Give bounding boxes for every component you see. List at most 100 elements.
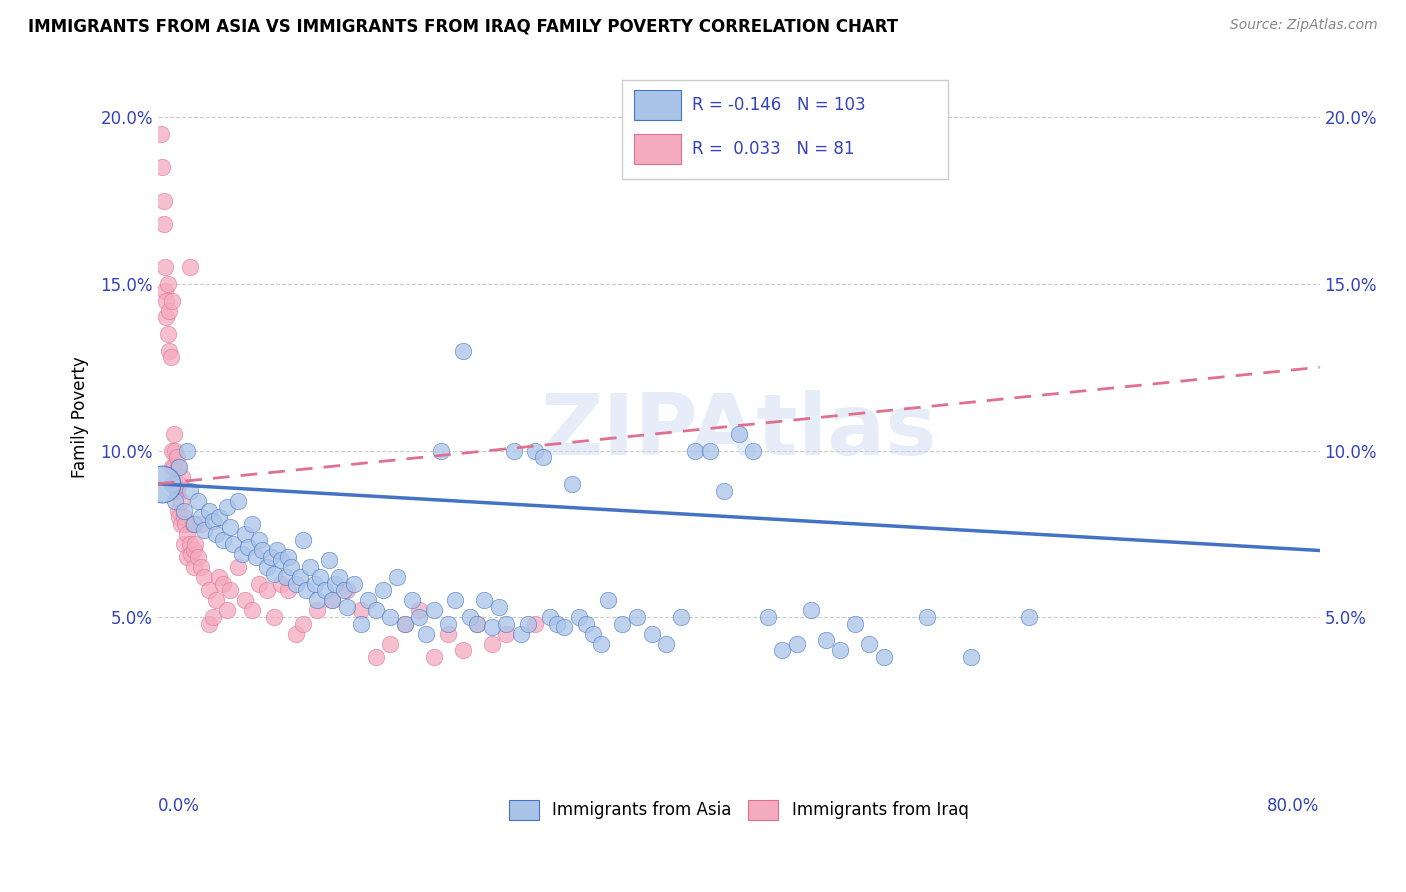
Point [149,127,172,141]
Text: ZIPAtlas: ZIPAtlas [540,391,936,474]
FancyBboxPatch shape [623,80,948,179]
Point [378,637,401,651]
Text: R = -0.146   N = 103: R = -0.146 N = 103 [692,96,866,114]
Point [394,616,416,631]
Point [170,493,193,508]
Point [165,493,187,508]
Point [458,610,481,624]
Point [183,543,205,558]
Point [152,194,174,208]
Point [263,610,285,624]
Point [162,460,184,475]
Point [163,460,186,475]
Point [546,616,568,631]
Point [415,627,437,641]
Point [858,637,880,651]
Point [756,610,779,624]
Point [291,616,314,631]
Point [561,476,583,491]
Point [162,443,184,458]
Point [844,616,866,631]
Point [626,610,648,624]
Point [260,550,283,565]
Text: R =  0.033   N = 81: R = 0.033 N = 81 [692,140,855,158]
Point [165,476,187,491]
Point [284,576,307,591]
Point [451,343,474,358]
Point [184,537,207,551]
Point [190,510,212,524]
Point [208,510,231,524]
Point [335,600,357,615]
Point [612,616,634,631]
Point [328,570,350,584]
Point [444,593,467,607]
Point [800,603,823,617]
Point [231,547,253,561]
Point [422,650,444,665]
Point [394,616,416,631]
Point [437,627,460,641]
Point [270,553,292,567]
Point [321,593,343,607]
Point [307,603,329,617]
Point [295,583,318,598]
Point [156,277,179,291]
Point [222,537,245,551]
Point [204,526,226,541]
Point [502,443,524,458]
Point [247,576,270,591]
Point [314,583,336,598]
Point [208,570,231,584]
Point [233,526,256,541]
Point [742,443,765,458]
Point [190,516,212,531]
Point [217,500,239,515]
Point [465,616,488,631]
Point [217,603,239,617]
Point [321,593,343,607]
Point [219,520,242,534]
Point [277,550,299,565]
Point [465,616,488,631]
Text: 80.0%: 80.0% [1267,797,1320,815]
Point [180,547,202,561]
Point [401,593,423,607]
Point [197,503,219,517]
Point [176,443,198,458]
Point [669,610,692,624]
Point [172,470,194,484]
Point [179,537,201,551]
Point [150,476,173,491]
Point [589,637,612,651]
Text: IMMIGRANTS FROM ASIA VS IMMIGRANTS FROM IRAQ FAMILY POVERTY CORRELATION CHART: IMMIGRANTS FROM ASIA VS IMMIGRANTS FROM … [28,18,898,36]
Point [150,161,173,175]
Point [291,533,314,548]
Point [318,553,340,567]
Point [187,493,209,508]
Point [245,550,267,565]
Point [201,610,224,624]
Point [169,510,191,524]
Point [553,620,575,634]
Point [430,443,453,458]
Point [481,637,503,651]
Point [183,560,205,574]
Point [204,593,226,607]
Point [332,583,354,598]
Point [170,516,193,531]
Point [596,593,619,607]
Point [387,570,409,584]
Point [538,610,561,624]
Point [357,593,380,607]
Point [153,284,176,298]
Point [343,576,366,591]
Point [226,493,249,508]
Point [917,610,939,624]
Point [152,217,174,231]
Point [190,560,212,574]
Point [280,560,302,574]
Point [173,537,195,551]
Point [309,570,332,584]
Point [786,637,808,651]
